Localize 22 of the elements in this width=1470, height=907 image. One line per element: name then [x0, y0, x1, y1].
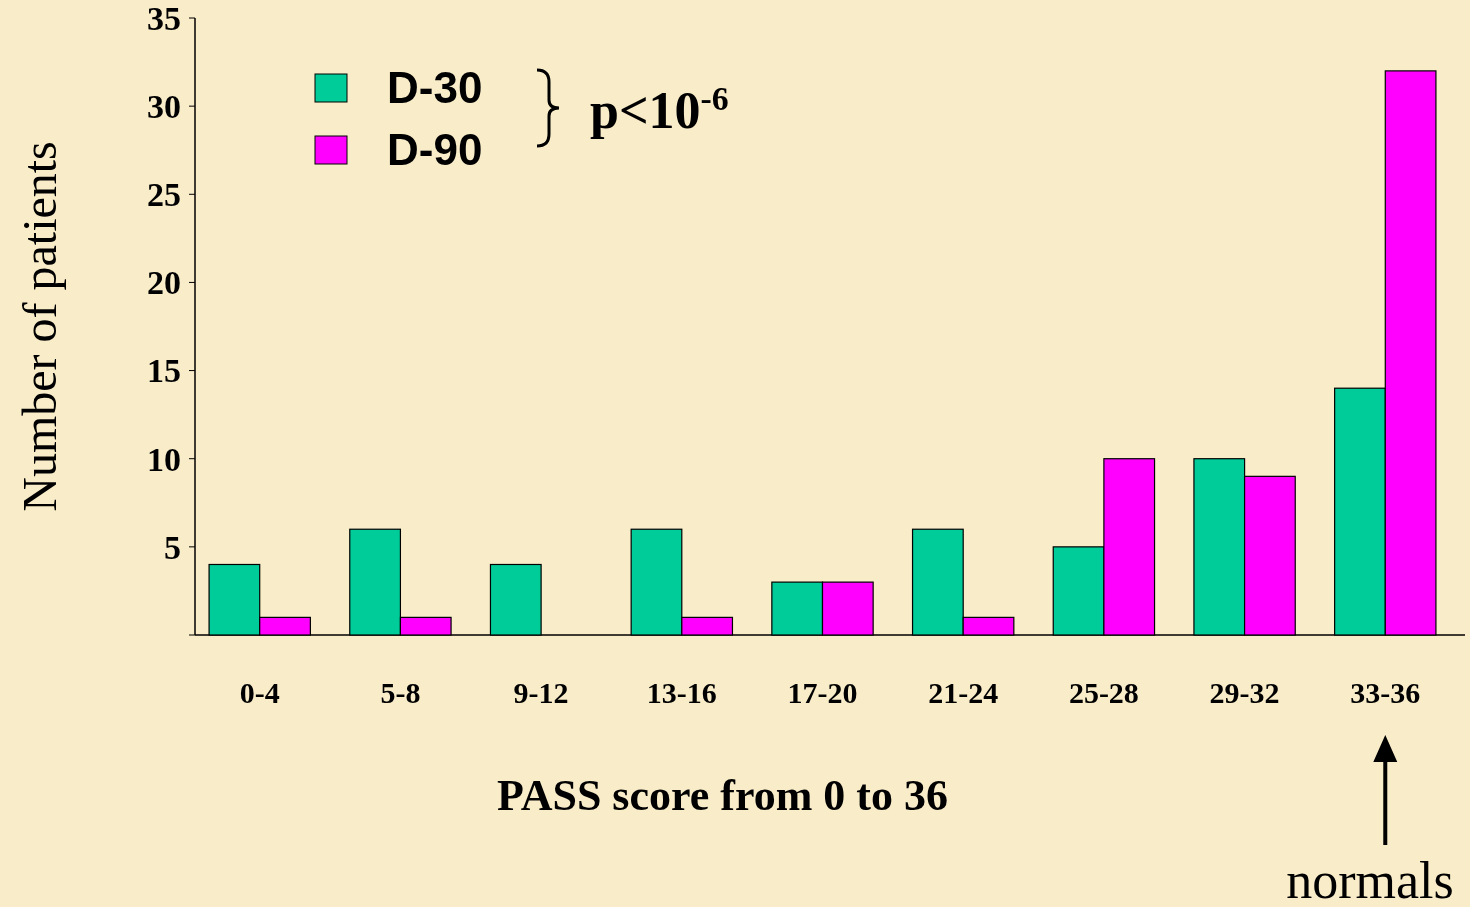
- legend-label: D-90: [387, 125, 483, 175]
- y-axis-title: Number of patients: [13, 141, 66, 512]
- x-tick-label: 0-4: [239, 676, 280, 709]
- y-tick-label: 30: [147, 88, 181, 126]
- x-axis-title: PASS score from 0 to 36: [497, 771, 948, 820]
- y-tick-label: 5: [164, 528, 181, 566]
- x-tick-label: 5-8: [380, 676, 421, 709]
- legend-label: D-30: [387, 63, 483, 113]
- y-tick-label: 10: [147, 440, 181, 478]
- x-tick-label: 21-24: [928, 676, 999, 709]
- text: normals: [1286, 852, 1454, 907]
- x-tick-label: 9-12: [513, 676, 569, 709]
- y-tick-label: 20: [147, 264, 181, 302]
- y-tick-label: 25: [147, 176, 181, 214]
- annotation: p<10$^{-6}$: [590, 79, 729, 139]
- y-tick-label: 15: [147, 352, 181, 390]
- x-tick-label: 25-28: [1068, 676, 1139, 709]
- x-tick-label: 13-16: [646, 676, 717, 709]
- x-tick-label: 29-32: [1209, 676, 1280, 709]
- y-tick-label: 35: [147, 0, 181, 37]
- x-tick-label: 17-20: [787, 676, 858, 709]
- x-tick-label: 33-36: [1350, 676, 1421, 709]
